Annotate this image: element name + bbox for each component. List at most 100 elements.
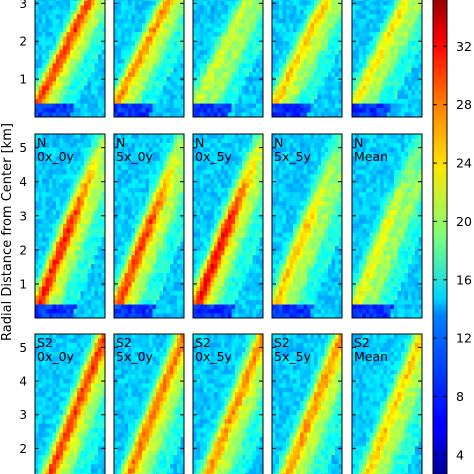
heatmap-cell (159, 14, 164, 20)
heatmap-cell (228, 214, 232, 220)
heatmap-cell (114, 0, 118, 2)
heatmap-cell (59, 210, 64, 216)
heatmap-cell (38, 134, 43, 139)
heatmap-cell (207, 103, 211, 109)
heatmap-cell (77, 309, 81, 314)
heatmap-cell (380, 103, 384, 109)
heatmap-cell (159, 300, 164, 305)
heatmap-cell (214, 41, 218, 46)
heatmap-cell (87, 108, 92, 113)
heatmap-cell (156, 58, 160, 64)
heatmap-cell (324, 41, 329, 46)
heatmap-cell (307, 50, 311, 55)
heatmap-cell (38, 210, 43, 216)
heatmap-cell (177, 219, 181, 225)
heatmap-cell (221, 85, 225, 91)
heatmap-cell (200, 32, 204, 38)
heatmap-cell (249, 196, 253, 202)
heatmap-cell (355, 36, 360, 42)
heatmap-cell (98, 286, 102, 292)
heatmap-cell (193, 138, 197, 144)
heatmap-cell (138, 174, 143, 180)
heatmap-cell (77, 277, 81, 283)
heatmap-cell (221, 138, 225, 144)
heatmap-cell (156, 264, 160, 270)
heatmap-cell (359, 14, 363, 20)
panel-frame (34, 133, 106, 319)
heatmap-cell (91, 268, 95, 274)
heatmap-cell (159, 63, 164, 69)
heatmap-cell (376, 94, 381, 100)
heatmap-cell (131, 18, 136, 24)
heatmap-cell (59, 94, 64, 100)
heatmap-cell (35, 192, 39, 198)
heatmap-cell (231, 9, 236, 15)
heatmap-cell (404, 85, 409, 91)
heatmap-cell (214, 223, 218, 229)
heatmap-cell (221, 196, 225, 202)
heatmap-cell (70, 99, 74, 104)
heatmap-cell (52, 178, 57, 184)
heatmap-cell (114, 192, 118, 198)
heatmap-cell (373, 27, 377, 33)
heatmap-cell (418, 50, 422, 55)
heatmap-cell (228, 67, 232, 73)
heatmap-cell (359, 112, 363, 117)
heatmap-cell (128, 174, 132, 180)
heatmap-cell (328, 41, 332, 46)
heatmap-cell (256, 72, 260, 78)
heatmap-cell (94, 241, 99, 247)
heatmap-cell (217, 134, 222, 139)
heatmap-cell (63, 291, 67, 296)
heatmap-cell (135, 223, 139, 229)
heatmap-cell (59, 90, 64, 96)
heatmap-cell (335, 94, 339, 100)
heatmap-cell (221, 103, 225, 109)
heatmap-cell (328, 63, 332, 69)
heatmap-cell (124, 147, 129, 153)
heatmap-cell (217, 41, 222, 46)
heatmap-cell (35, 304, 39, 310)
heatmap-cell (42, 58, 46, 64)
heatmap-cell (56, 23, 60, 29)
heatmap-cell (94, 18, 99, 24)
heatmap-cell (217, 223, 222, 229)
heatmap-cell (63, 32, 67, 38)
heatmap-cell (203, 32, 208, 38)
heatmap-cell (373, 85, 377, 91)
heatmap-cell (56, 282, 60, 287)
heatmap-cell (156, 108, 160, 113)
heatmap-cell (117, 187, 122, 193)
heatmap-cell (221, 5, 225, 11)
heatmap-cell (145, 0, 150, 6)
heatmap-cell (272, 67, 276, 73)
heatmap-cell (408, 58, 412, 64)
heatmap-cell (383, 103, 388, 109)
heatmap-cell (170, 41, 174, 46)
heatmap-cell (217, 112, 222, 117)
heatmap-cell (98, 18, 102, 24)
heatmap-cell (94, 223, 99, 229)
heatmap-cell (242, 210, 246, 216)
heatmap-cell (70, 23, 74, 29)
heatmap-cell (242, 36, 246, 42)
heatmap-cell (170, 300, 174, 305)
heatmap-cell (207, 205, 211, 211)
heatmap-cell (275, 50, 280, 55)
heatmap-cell (314, 45, 318, 51)
heatmap-cell (87, 300, 92, 305)
heatmap-cell (214, 160, 218, 166)
heatmap-cell (289, 0, 294, 2)
heatmap-cell (362, 99, 367, 104)
heatmap-cell (80, 241, 85, 247)
heatmap-cell (170, 282, 174, 287)
heatmap-cell (180, 9, 184, 15)
heatmap-cell (128, 41, 132, 46)
heatmap-cell (49, 282, 53, 287)
heatmap-cell (49, 192, 53, 198)
heatmap-cell (52, 156, 57, 162)
heatmap-cell (80, 63, 85, 69)
heatmap-cell (177, 23, 181, 29)
heatmap-cell (401, 54, 405, 60)
heatmap-cell (317, 9, 322, 15)
